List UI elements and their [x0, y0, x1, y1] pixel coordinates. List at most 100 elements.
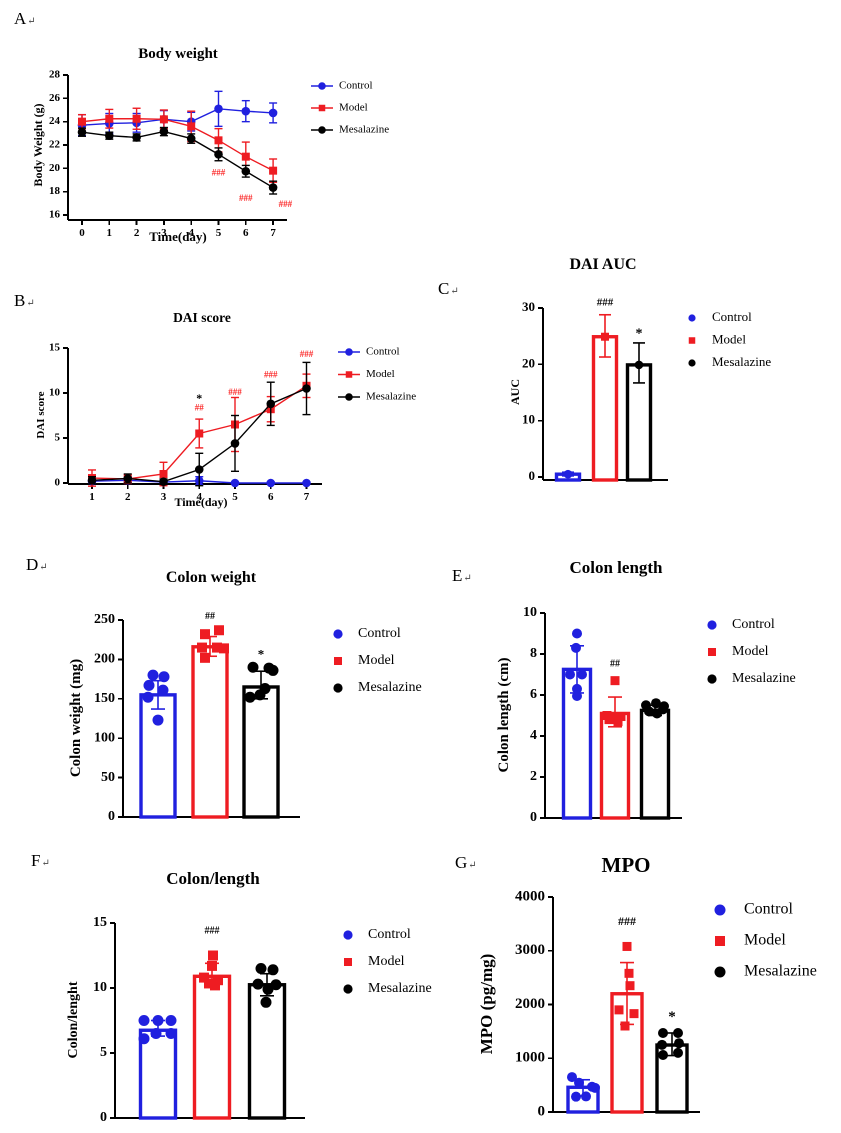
circle-data-marker — [241, 166, 251, 176]
y-tick-label: 5 — [55, 432, 61, 444]
legend-entry-model: Model — [715, 932, 786, 949]
y-axis-title: Colon weight (mg) — [68, 659, 84, 777]
scatter-point — [644, 706, 654, 717]
square-legend-marker — [715, 936, 725, 946]
panel-e: 0 2 4 6 8 10 Colon length Colon length (cm) ## Co… — [496, 558, 796, 825]
chart-title: Colon weight — [166, 569, 257, 586]
bar-control — [566, 1072, 600, 1114]
scatter-point — [581, 1091, 591, 1102]
bar-outline — [139, 693, 177, 819]
scatter-point — [147, 669, 159, 681]
scatter-point — [247, 661, 259, 673]
legend-label: Mesalazine — [366, 391, 416, 403]
cr-mark: ↵ — [468, 860, 477, 871]
legend-label: Control — [712, 309, 752, 324]
scatter-point — [212, 642, 222, 653]
legend-label: Mesalazine — [732, 671, 796, 686]
circle-data-marker — [302, 478, 311, 488]
y-axis-title: Body Weight (g) — [31, 103, 45, 186]
scatter-point — [259, 683, 271, 695]
series-line — [81, 108, 274, 126]
circle-data-marker — [230, 439, 240, 448]
cr-mark: ↵ — [450, 286, 459, 297]
legend-label: Mesalazine — [358, 680, 422, 695]
legend-entry-mesalazine: Mesalazine — [688, 354, 771, 369]
series-mesalazine — [77, 126, 278, 195]
scatter-point — [210, 980, 220, 991]
scatter-point — [260, 996, 272, 1008]
y-tick-label: 28 — [49, 69, 61, 81]
x-tick-label: 6 — [268, 491, 274, 503]
legend-entry-mesalazine: Mesalazine — [707, 671, 796, 686]
circle-legend-marker — [318, 82, 326, 90]
square-data-marker — [78, 117, 86, 126]
square-legend-marker — [334, 657, 342, 665]
y-tick-label: 26 — [49, 92, 61, 104]
scatter-point — [571, 642, 581, 653]
y-tick-label: 1000 — [515, 1050, 545, 1066]
square-data-marker — [132, 114, 141, 123]
y-tick-label: 10 — [522, 412, 535, 427]
cr-mark: ↵ — [39, 562, 48, 573]
bar-model — [599, 676, 631, 820]
scatter-point — [610, 676, 620, 686]
y-tick-label: 0 — [538, 1103, 546, 1119]
circle-data-marker — [214, 150, 223, 159]
square-data-marker — [269, 166, 278, 175]
legend-label: Model — [732, 644, 769, 659]
scatter-point — [255, 963, 267, 974]
y-tick-label: 150 — [94, 691, 115, 706]
series-line — [81, 118, 274, 172]
scatter-point — [658, 1050, 668, 1061]
x-tick-label: 1 — [89, 491, 95, 503]
circle-legend-marker — [707, 674, 717, 684]
scatter-point — [214, 625, 224, 636]
bar-model — [610, 941, 644, 1114]
series-control — [77, 90, 278, 137]
y-tick-label: 24 — [49, 115, 61, 127]
legend-label: Mesalazine — [744, 963, 817, 980]
legend-label: Model — [712, 331, 746, 346]
scatter-point — [158, 671, 170, 683]
chart-title: MPO — [602, 853, 651, 877]
legend-entry-control: Control — [311, 80, 373, 92]
square-legend-marker — [345, 371, 353, 378]
x-tick-label: 7 — [304, 491, 310, 503]
y-tick-label: 8 — [530, 646, 537, 661]
scatter-point — [657, 1039, 667, 1050]
y-tick-label: 0 — [530, 810, 537, 825]
scatter-point — [200, 629, 210, 640]
legend-label: Control — [366, 346, 400, 358]
bar-control — [138, 1015, 178, 1120]
scatter-point — [625, 981, 635, 991]
circle-data-marker — [214, 104, 223, 114]
legend-label: Model — [339, 102, 368, 114]
y-axis-title: DAI score — [35, 391, 47, 438]
y-tick-label: 2 — [530, 769, 537, 784]
legend-entry-model: Model — [344, 954, 405, 969]
legend: Control Model Mesalazine — [338, 346, 416, 403]
y-tick-label: 3000 — [515, 942, 545, 958]
legend-label: Model — [358, 653, 395, 668]
circle-data-marker — [87, 476, 97, 485]
square-data-marker — [195, 429, 204, 438]
significance-mark: ### — [264, 370, 278, 380]
series-line — [81, 130, 274, 189]
scatter-point — [651, 698, 661, 709]
scatter-point — [577, 669, 587, 680]
circle-data-marker — [186, 134, 196, 143]
legend: Control Model Mesalazine — [707, 617, 796, 686]
scatter-point — [565, 669, 575, 680]
square-legend-marker — [708, 648, 716, 656]
scatter-point — [197, 642, 207, 653]
legend-entry-control: Control — [333, 626, 401, 641]
y-tick-label: 20 — [522, 355, 535, 370]
series-mesalazine — [87, 361, 311, 487]
circle-legend-marker — [714, 904, 726, 916]
legend-entry-model: Model — [688, 331, 746, 346]
legend-entry-control: Control — [714, 901, 793, 918]
legend-label: Mesalazine — [368, 981, 432, 996]
scatter-point — [142, 691, 154, 703]
x-tick-label: 0 — [79, 227, 85, 239]
